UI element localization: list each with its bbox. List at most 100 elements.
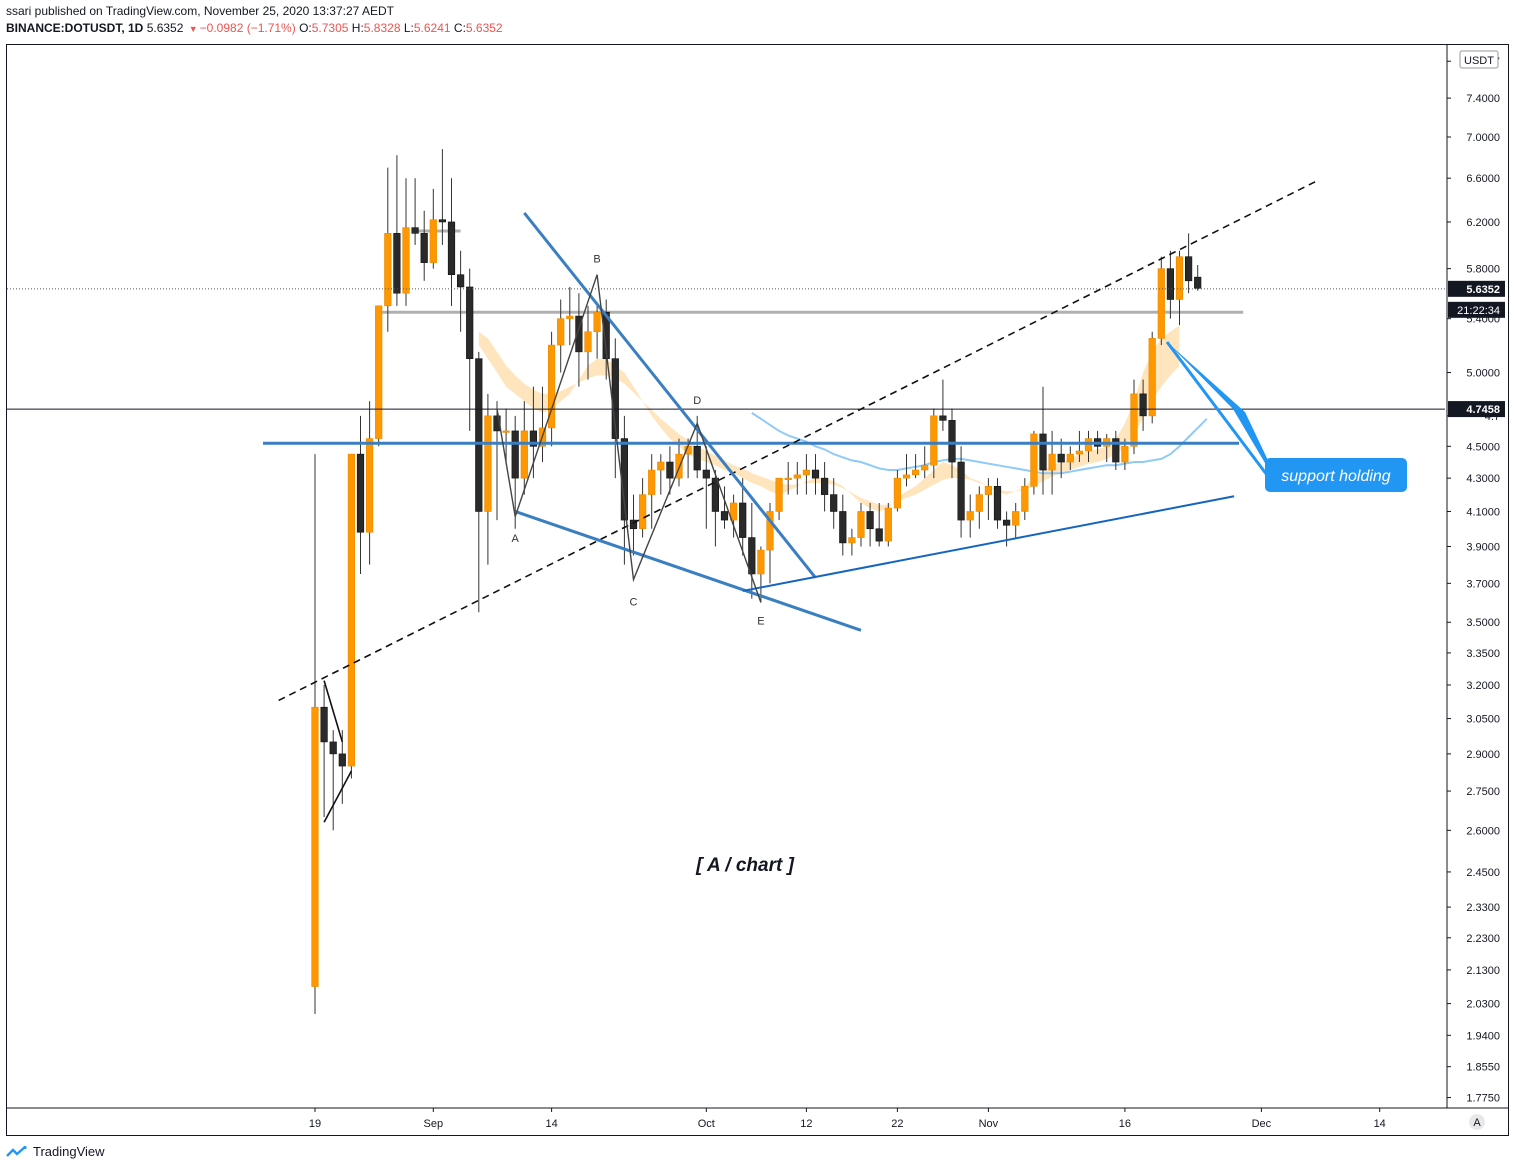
candle[interactable] [1030,430,1038,495]
candle[interactable] [1021,478,1029,521]
candle[interactable] [1194,265,1202,291]
candle[interactable] [693,415,701,479]
candle[interactable] [566,286,574,346]
candle[interactable] [638,478,647,538]
candle[interactable] [711,470,719,547]
candle[interactable] [666,446,674,495]
candle[interactable] [1075,430,1083,463]
candle[interactable] [447,178,456,306]
candle[interactable] [811,454,820,495]
candle[interactable] [511,415,519,529]
candle[interactable] [484,393,492,565]
candle[interactable] [830,478,838,529]
candle[interactable] [338,730,346,804]
candle[interactable] [402,178,410,306]
pennant-upper-line[interactable] [323,680,344,743]
candle[interactable] [375,305,383,447]
candle[interactable] [784,462,792,495]
pennant-lower-line[interactable] [323,770,353,823]
wedge-upper-line[interactable] [523,212,817,579]
candle[interactable] [1166,250,1174,319]
candle[interactable] [1066,446,1074,471]
candle[interactable] [620,415,628,565]
candle[interactable] [365,401,374,565]
callout-box[interactable] [1265,458,1407,492]
candle[interactable] [493,401,501,521]
candle[interactable] [720,486,729,529]
auto-scale-button[interactable] [1469,1114,1485,1130]
candle[interactable] [420,210,428,281]
candle[interactable] [584,305,592,380]
candle[interactable] [1175,250,1184,326]
candle[interactable] [475,351,483,613]
candle[interactable] [629,494,638,556]
candle[interactable] [729,494,738,538]
price-tick-label: 1.8550 [1466,1062,1500,1074]
candle[interactable] [984,478,992,521]
candle[interactable] [657,454,665,495]
wedge-lower-line[interactable] [514,510,862,632]
candle[interactable] [1012,502,1020,538]
rising-support-line[interactable] [742,495,1235,592]
candle[interactable] [384,167,392,332]
candle[interactable] [766,502,774,584]
candle[interactable] [1057,438,1065,479]
candle[interactable] [866,502,874,547]
candle[interactable] [902,454,911,487]
candle[interactable] [520,401,528,495]
candle[interactable] [393,155,401,306]
candle[interactable] [757,546,765,603]
candle[interactable] [939,379,947,431]
candle[interactable] [1084,430,1093,463]
candle[interactable] [884,502,892,547]
candle[interactable] [602,299,610,380]
candle[interactable] [311,454,319,1014]
candle[interactable] [593,305,601,359]
candle[interactable] [1139,379,1147,431]
candle[interactable] [1148,331,1156,424]
candle[interactable] [875,502,883,547]
candle[interactable] [857,502,865,547]
candle[interactable] [648,454,656,529]
candle[interactable] [739,478,747,556]
candle[interactable] [893,470,901,512]
candle[interactable] [575,293,583,387]
candle[interactable] [1112,430,1120,471]
candle[interactable] [802,454,810,495]
candle[interactable] [848,528,856,556]
candle[interactable] [411,178,419,245]
candle[interactable] [547,331,556,447]
candle[interactable] [347,453,356,779]
candle[interactable] [839,494,847,556]
candle[interactable] [429,188,437,269]
candle[interactable] [356,415,365,574]
candle-body [720,511,729,521]
candle[interactable] [1185,233,1193,294]
candle[interactable] [1039,386,1047,495]
candle[interactable] [1157,256,1165,346]
candle[interactable] [975,486,983,529]
unit-badge[interactable] [1459,50,1499,69]
candle[interactable] [793,462,801,495]
abcde-pattern-line[interactable] [496,274,762,603]
candle[interactable] [456,250,465,332]
candle[interactable] [502,408,510,463]
candle[interactable] [993,478,1002,529]
candle[interactable] [921,446,929,479]
candle[interactable] [748,502,756,599]
candle[interactable] [438,149,447,245]
candle[interactable] [466,268,474,431]
candle[interactable] [775,477,783,521]
candle[interactable] [820,462,829,512]
dashed-trendline[interactable] [278,180,1317,702]
candle[interactable] [702,446,710,529]
candle[interactable] [320,684,328,817]
candle[interactable] [957,446,965,538]
candle[interactable] [557,299,565,373]
candle[interactable] [1048,430,1056,495]
candle[interactable] [911,454,920,479]
candle[interactable] [966,494,974,538]
candle[interactable] [329,730,337,831]
